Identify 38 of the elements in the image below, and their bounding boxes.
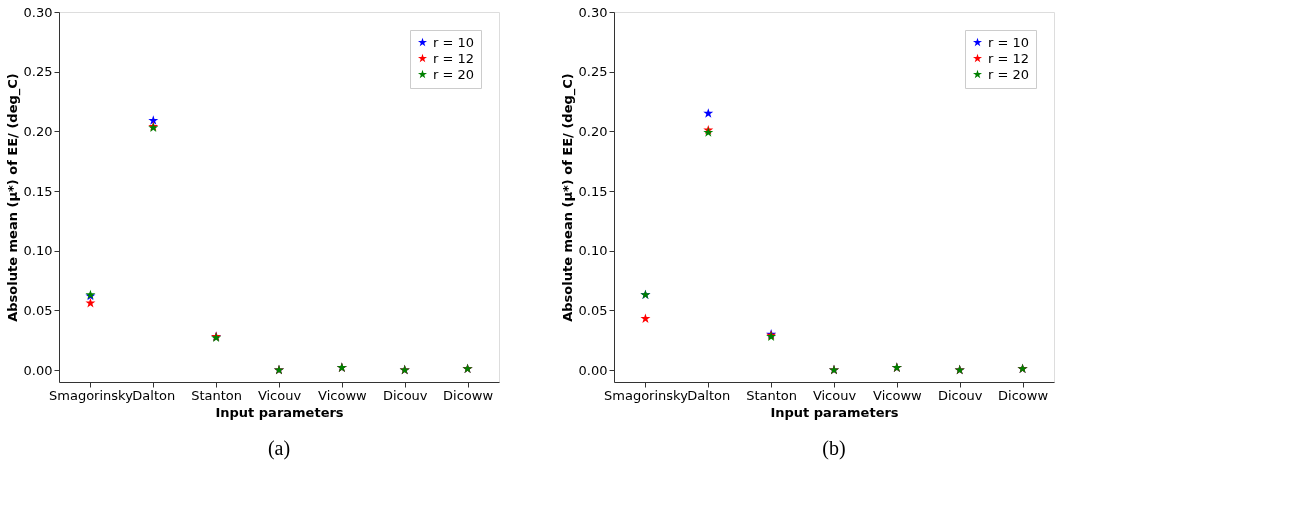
- y-tick-label: 0.05: [578, 302, 608, 318]
- y-tick-label: 0.00: [578, 362, 608, 378]
- legend-label: r = 10: [988, 34, 1030, 50]
- y-tick-label: 0.00: [23, 362, 53, 378]
- text: (a): [267, 437, 291, 460]
- x-tick-label: Vicoww: [873, 387, 923, 403]
- y-tick-label: 0.30: [23, 4, 53, 20]
- x-tick-label: Dicouv: [937, 387, 983, 403]
- y-tick-label: 0.25: [578, 64, 608, 80]
- x-axis-title: Input parameters: [770, 404, 899, 420]
- x-tick-label: Stanton: [746, 387, 798, 403]
- legend-label: r = 12: [988, 50, 1030, 66]
- y-tick-label: 0.25: [23, 64, 53, 80]
- x-tick-label: Vicouv: [812, 387, 857, 403]
- y-tick-label: 0.20: [578, 123, 608, 139]
- x-tick-label: Dicouv: [382, 387, 428, 403]
- legend-label: r = 20: [988, 66, 1030, 82]
- y-tick-label: 0.20: [23, 123, 53, 139]
- legend-label: r = 12: [433, 50, 475, 66]
- x-tick-label: Dalton: [132, 387, 176, 403]
- y-tick-label: 0.10: [578, 243, 608, 259]
- legend-label: r = 20: [433, 66, 475, 82]
- x-tick-label: Vicouv: [257, 387, 302, 403]
- y-tick-label: 0.15: [23, 183, 53, 199]
- legend-label: r = 10: [433, 34, 475, 50]
- x-tick-label: Stanton: [191, 387, 243, 403]
- text: (b): [822, 437, 846, 460]
- x-tick-label: Dicoww: [998, 387, 1049, 403]
- y-tick-label: 0.10: [23, 243, 53, 259]
- y-axis-title: Absolute mean (μ*) of EE/ (deg_C): [559, 73, 576, 322]
- y-axis-title: Absolute mean (μ*) of EE/ (deg_C): [4, 73, 21, 322]
- y-tick-label: 0.05: [23, 302, 53, 318]
- x-tick-label: Vicoww: [318, 387, 368, 403]
- x-tick-label: Dicoww: [443, 387, 494, 403]
- y-tick-label: 0.30: [578, 4, 608, 20]
- y-tick-label: 0.15: [578, 183, 608, 199]
- x-axis-title: Input parameters: [215, 404, 344, 420]
- x-tick-label: Dalton: [687, 387, 731, 403]
